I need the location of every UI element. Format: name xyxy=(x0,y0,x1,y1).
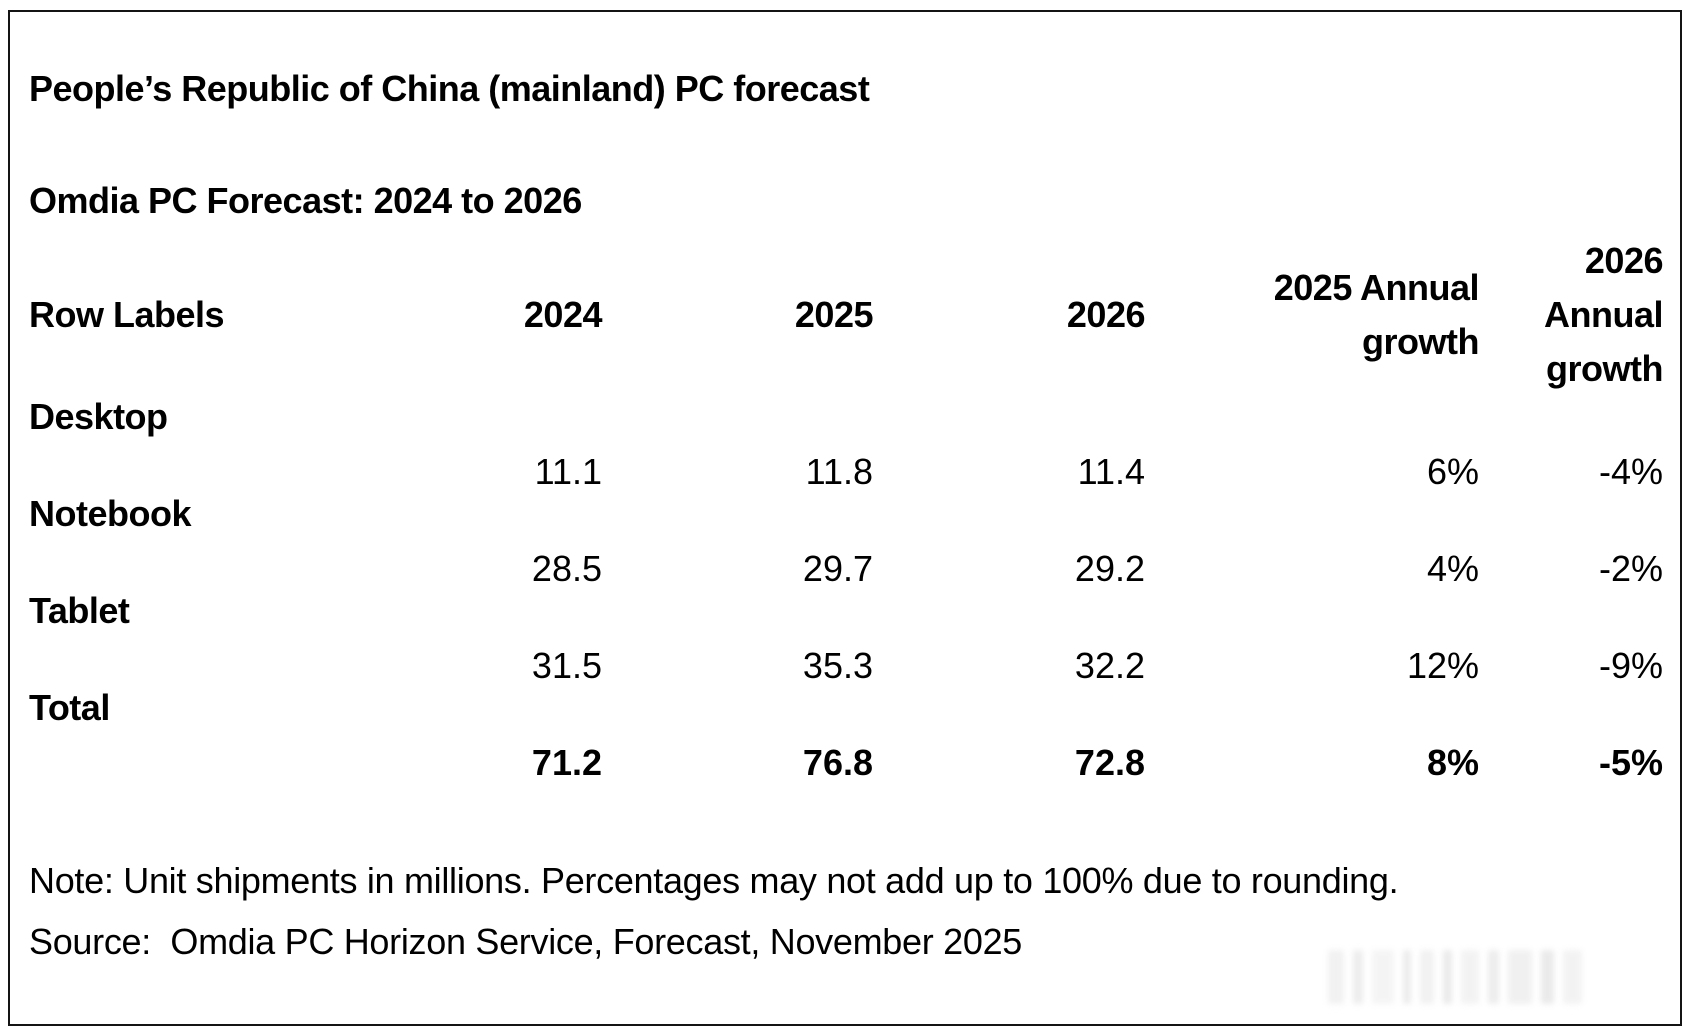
source-line: Source: Omdia PC Horizon Service, Foreca… xyxy=(29,921,1023,962)
desktop-2026-growth: -4% xyxy=(1598,451,1663,492)
notebook-2026-value: 29.2 xyxy=(1074,548,1145,589)
desktop-2026-value: 11.4 xyxy=(1077,451,1145,492)
column-header-2026-annual-growth-text: 2026 Annual growth xyxy=(1544,240,1664,389)
table-row-desktop: Desktop 11.1 11.8 11.4 6% -4% xyxy=(29,396,1663,493)
tablet-2025-growth: 12% xyxy=(1406,645,1479,686)
desktop-2024-value: 11.1 xyxy=(534,451,602,492)
column-header-2024: 2024 xyxy=(523,294,603,335)
notebook-2025-value: 29.7 xyxy=(802,548,873,589)
column-header-row-labels: Row Labels xyxy=(29,294,225,335)
desktop-2025-growth: 6% xyxy=(1426,451,1479,492)
column-header-2025: 2025 xyxy=(794,294,874,335)
column-header-2026-annual-growth: 2026 Annual growth xyxy=(1479,234,1664,396)
column-header-2025-annual-growth: 2025 Annual growth xyxy=(1145,234,1480,396)
total-2026-growth: -5% xyxy=(1598,742,1663,783)
total-2024-value: 71.2 xyxy=(531,742,602,783)
table-row-notebook: Notebook 28.5 29.7 29.2 4% -2% xyxy=(29,493,1663,590)
pc-forecast-table: Row Labels 2024 2025 2026 2025 Annual gr… xyxy=(29,234,1664,784)
figure-frame: People’s Republic of China (mainland) PC… xyxy=(8,10,1682,1026)
total-2025-value: 76.8 xyxy=(802,742,873,783)
tablet-2026-value: 32.2 xyxy=(1074,645,1145,686)
notebook-2025-growth: 4% xyxy=(1426,548,1479,589)
tablet-2026-growth: -9% xyxy=(1598,645,1663,686)
notebook-2024-value: 28.5 xyxy=(531,548,602,589)
row-label-notebook: Notebook xyxy=(29,493,192,534)
total-2026-value: 72.8 xyxy=(1074,742,1145,783)
row-label-desktop: Desktop xyxy=(29,396,168,437)
column-header-2026: 2026 xyxy=(1066,294,1146,335)
footnote-text: Note: Unit shipments in millions. Percen… xyxy=(29,860,1399,901)
desktop-2025-value: 11.8 xyxy=(805,451,873,492)
row-label-tablet: Tablet xyxy=(29,590,130,631)
tablet-2025-value: 35.3 xyxy=(802,645,873,686)
table-header-row: Row Labels 2024 2025 2026 2025 Annual gr… xyxy=(29,234,1664,396)
total-2025-growth: 8% xyxy=(1426,742,1479,783)
figure-subtitle: Omdia PC Forecast: 2024 to 2026 xyxy=(29,180,582,221)
row-label-total: Total xyxy=(29,687,110,728)
table-row-total: Total 71.2 76.8 72.8 8% -5% xyxy=(29,687,1663,784)
figure-title: People’s Republic of China (mainland) PC… xyxy=(29,68,870,109)
table-row-tablet: Tablet 31.5 35.3 32.2 12% -9% xyxy=(29,590,1663,687)
tablet-2024-value: 31.5 xyxy=(531,645,602,686)
column-header-2025-annual-growth-text: 2025 Annual growth xyxy=(1273,267,1480,362)
notebook-2026-growth: -2% xyxy=(1598,548,1663,589)
